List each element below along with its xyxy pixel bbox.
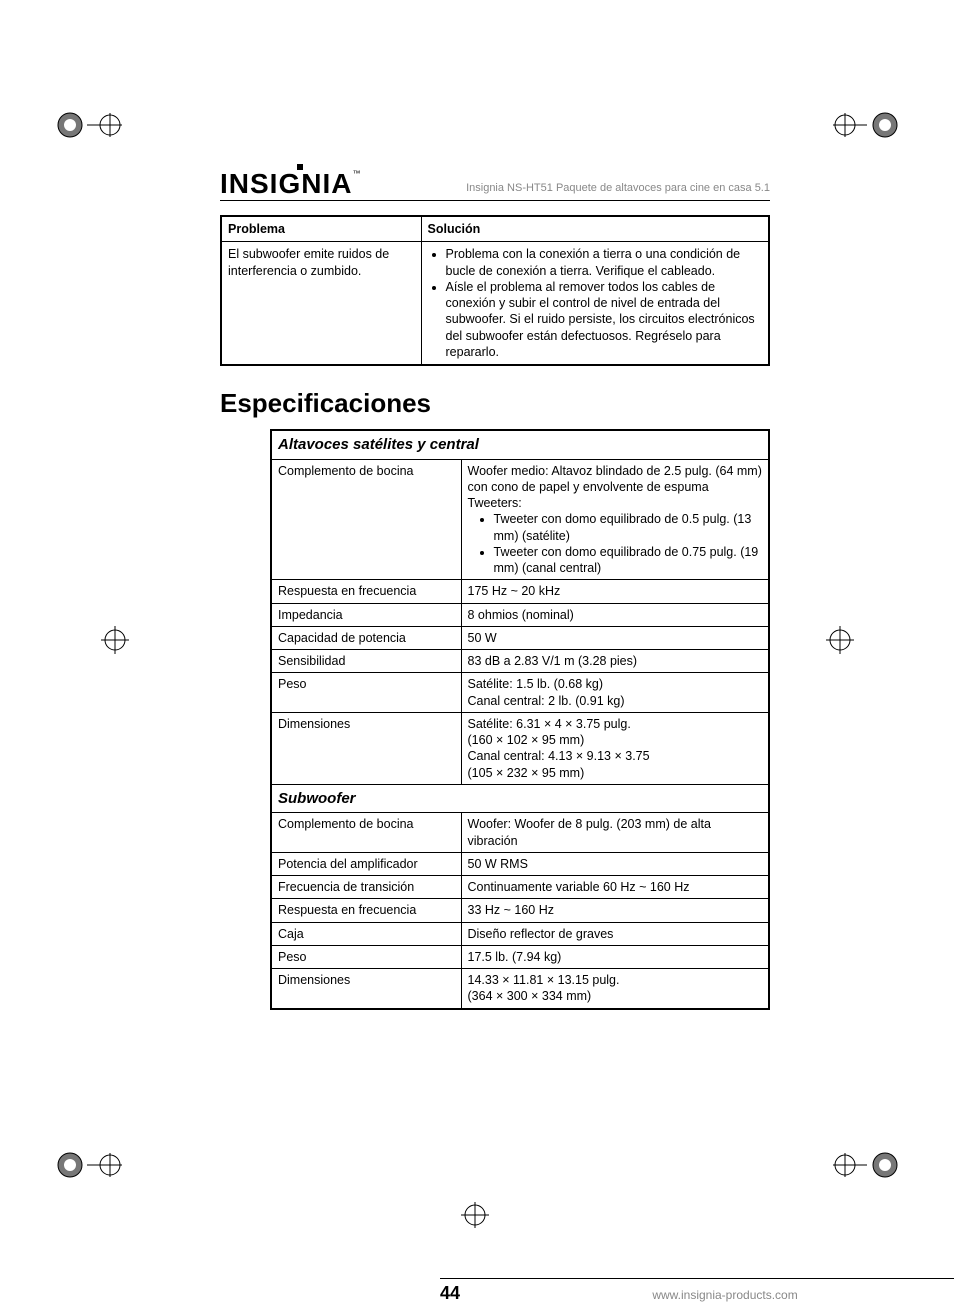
- solution-item: Problema con la conexión a tierra o una …: [446, 246, 763, 279]
- spec-text: Satélite: 1.5 lb. (0.68 kg): [468, 676, 763, 692]
- page-content: INSIGNIA™ Insignia NS-HT51 Paquete de al…: [220, 170, 770, 1010]
- crop-mark-mr: [820, 620, 860, 660]
- spec-label: Potencia del amplificador: [271, 852, 461, 875]
- crop-mark-tl: [55, 105, 135, 145]
- page-number: 44: [440, 1283, 460, 1304]
- product-line: Insignia NS-HT51 Paquete de altavoces pa…: [466, 182, 770, 198]
- spec-value: 14.33 × 11.81 × 13.15 pulg. (364 × 300 ×…: [461, 969, 769, 1009]
- spec-value: Woofer: Woofer de 8 pulg. (203 mm) de al…: [461, 813, 769, 853]
- spec-text: (105 × 232 × 95 mm): [468, 765, 763, 781]
- crop-mark-bl: [55, 1145, 135, 1185]
- page-footer: 44 www.insignia-products.com: [440, 1278, 954, 1304]
- logo-text: INSIGNIA: [220, 168, 352, 199]
- section-satellite: Altavoces satélites y central: [271, 430, 769, 459]
- logo-tm: ™: [352, 169, 360, 178]
- spec-text: (160 × 102 × 95 mm): [468, 732, 763, 748]
- spec-label: Respuesta en frecuencia: [271, 899, 461, 922]
- spec-label: Impedancia: [271, 603, 461, 626]
- spec-value: Diseño reflector de graves: [461, 922, 769, 945]
- solution-item: Aísle el problema al remover todos los c…: [446, 279, 763, 360]
- spec-value: 33 Hz ~ 160 Hz: [461, 899, 769, 922]
- spec-heading: Especificaciones: [220, 388, 770, 419]
- spec-label: Caja: [271, 922, 461, 945]
- spec-label: Complemento de bocina: [271, 813, 461, 853]
- spec-table: Altavoces satélites y central Complement…: [270, 429, 770, 1010]
- spec-value: Woofer medio: Altavoz blindado de 2.5 pu…: [461, 459, 769, 580]
- problem-cell: El subwoofer emite ruidos de interferenc…: [221, 242, 421, 365]
- spec-label: Frecuencia de transición: [271, 876, 461, 899]
- crop-mark-br: [820, 1145, 900, 1185]
- spec-value: Satélite: 1.5 lb. (0.68 kg) Canal centra…: [461, 673, 769, 713]
- spec-value: 50 W RMS: [461, 852, 769, 875]
- spec-label: Complemento de bocina: [271, 459, 461, 580]
- spec-value: Satélite: 6.31 × 4 × 3.75 pulg. (160 × 1…: [461, 712, 769, 784]
- spec-text: Tweeter con domo equilibrado de 0.5 pulg…: [494, 511, 763, 544]
- crop-mark-tr: [820, 105, 900, 145]
- spec-text: Woofer medio: Altavoz blindado de 2.5 pu…: [468, 463, 763, 496]
- spec-text: Tweeter con domo equilibrado de 0.75 pul…: [494, 544, 763, 577]
- spec-label: Dimensiones: [271, 969, 461, 1009]
- spec-text: (364 × 300 × 334 mm): [468, 988, 763, 1004]
- section-subwoofer: Subwoofer: [271, 784, 769, 813]
- spec-text: Canal central: 2 lb. (0.91 kg): [468, 693, 763, 709]
- page-header: INSIGNIA™ Insignia NS-HT51 Paquete de al…: [220, 170, 770, 201]
- spec-label: Peso: [271, 945, 461, 968]
- spec-value: Continuamente variable 60 Hz ~ 160 Hz: [461, 876, 769, 899]
- spec-label: Capacidad de potencia: [271, 626, 461, 649]
- spec-label: Sensibilidad: [271, 650, 461, 673]
- spec-text: Satélite: 6.31 × 4 × 3.75 pulg.: [468, 716, 763, 732]
- crop-mark-ml: [95, 620, 135, 660]
- spec-value: 83 dB a 2.83 V/1 m (3.28 pies): [461, 650, 769, 673]
- spec-value: 8 ohmios (nominal): [461, 603, 769, 626]
- spec-value: 17.5 lb. (7.94 kg): [461, 945, 769, 968]
- th-problema: Problema: [221, 216, 421, 242]
- spec-text: Tweeters:: [468, 495, 763, 511]
- spec-text: Canal central: 4.13 × 9.13 × 3.75: [468, 748, 763, 764]
- solution-cell: Problema con la conexión a tierra o una …: [421, 242, 769, 365]
- spec-value: 50 W: [461, 626, 769, 649]
- th-solucion: Solución: [421, 216, 769, 242]
- spec-label: Respuesta en frecuencia: [271, 580, 461, 603]
- spec-label: Peso: [271, 673, 461, 713]
- spec-text: 14.33 × 11.81 × 13.15 pulg.: [468, 972, 763, 988]
- troubleshooting-table: Problema Solución El subwoofer emite rui…: [220, 215, 770, 366]
- spec-value: 175 Hz ~ 20 kHz: [461, 580, 769, 603]
- crop-mark-bc: [455, 1200, 495, 1235]
- footer-url: www.insignia-products.com: [460, 1288, 954, 1302]
- spec-label: Dimensiones: [271, 712, 461, 784]
- brand-logo: INSIGNIA™: [220, 170, 360, 198]
